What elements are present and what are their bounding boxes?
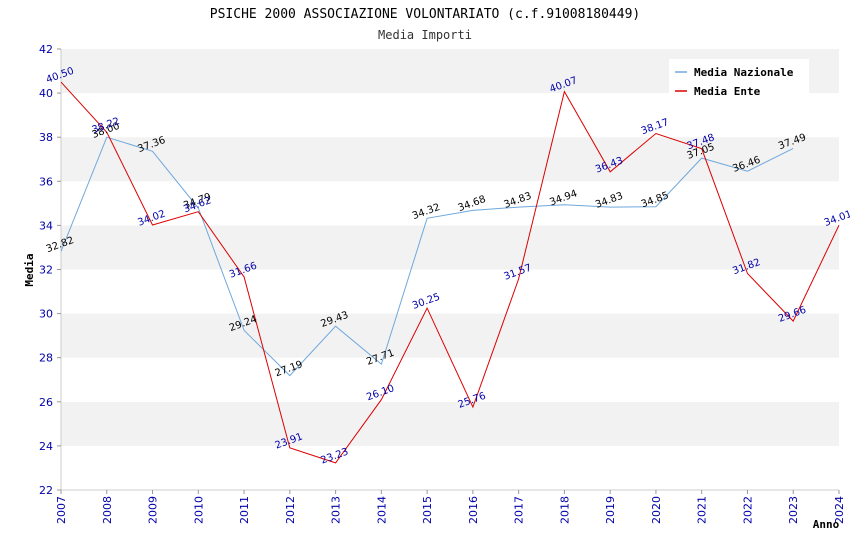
x-tick-label: 2008 bbox=[101, 496, 114, 524]
x-tick-label: 2016 bbox=[467, 496, 480, 524]
x-tick-label: 2011 bbox=[238, 496, 251, 524]
grid-band bbox=[61, 181, 839, 226]
y-tick-label: 24 bbox=[39, 440, 53, 453]
y-tick-label: 36 bbox=[39, 175, 53, 188]
y-tick-label: 38 bbox=[39, 131, 53, 144]
grid-band bbox=[61, 313, 839, 358]
x-tick-label: 2019 bbox=[604, 496, 617, 524]
x-tick-label: 2024 bbox=[833, 496, 846, 524]
x-tick-label: 2015 bbox=[421, 496, 434, 524]
x-tick-label: 2022 bbox=[741, 496, 754, 524]
grid-band bbox=[61, 225, 839, 270]
x-axis-title: Anno bbox=[813, 518, 840, 531]
grid-band bbox=[61, 269, 839, 314]
chart-title: PSICHE 2000 ASSOCIAZIONE VOLONTARIATO (c… bbox=[210, 7, 640, 22]
y-tick-label: 28 bbox=[39, 352, 53, 365]
y-tick-label: 32 bbox=[39, 264, 53, 277]
x-tick-label: 2007 bbox=[55, 496, 68, 524]
y-tick-label: 30 bbox=[39, 308, 53, 321]
legend-box bbox=[669, 59, 809, 101]
grid-band bbox=[61, 445, 839, 490]
grid-band bbox=[61, 137, 839, 182]
series-line-media-ente bbox=[60, 81, 840, 464]
x-tick-label: 2018 bbox=[558, 496, 571, 524]
y-tick-label: 22 bbox=[39, 484, 53, 497]
x-tick-label: 2023 bbox=[787, 496, 800, 524]
legend-entry: Media Nazionale bbox=[694, 66, 794, 79]
legend-entry: Media Ente bbox=[694, 85, 761, 98]
x-tick-label: 2021 bbox=[696, 496, 709, 524]
y-tick-label: 40 bbox=[39, 87, 53, 100]
axes: 22 24 26 28 30 32 34 36 38 40 42 2007 2008 2009 2010 20… bbox=[39, 43, 846, 524]
grid-band bbox=[61, 401, 839, 446]
legend: Media Nazionale Media Ente bbox=[669, 59, 809, 101]
y-axis-title: Media bbox=[23, 253, 36, 286]
y-tick-label: 26 bbox=[39, 396, 53, 409]
series-lines bbox=[60, 81, 840, 464]
grid-bands bbox=[61, 49, 839, 490]
y-tick-label: 42 bbox=[39, 43, 53, 56]
x-tick-label: 2013 bbox=[330, 496, 343, 524]
x-tick-label: 2020 bbox=[650, 496, 663, 524]
x-tick-label: 2009 bbox=[147, 496, 160, 524]
series-line-media-nazionale bbox=[60, 136, 794, 377]
x-tick-label: 2010 bbox=[192, 496, 205, 524]
y-tick-label: 34 bbox=[39, 219, 53, 232]
chart-subtitle: Media Importi bbox=[378, 28, 472, 42]
x-tick-label: 2017 bbox=[513, 496, 526, 524]
x-tick-label: 2014 bbox=[375, 496, 388, 524]
x-tick-label: 2012 bbox=[284, 496, 297, 524]
grid-band bbox=[61, 357, 839, 402]
